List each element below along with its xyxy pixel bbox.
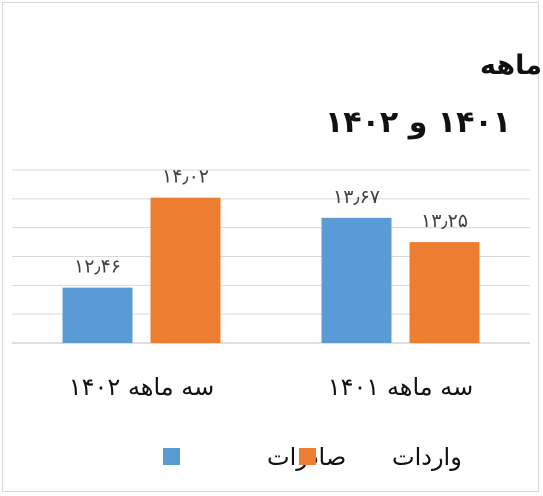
- category-label: سه ماهه ۱۴۰۲: [69, 373, 215, 401]
- data-label: ۱۲٫۴۶: [74, 256, 121, 278]
- data-label: ۱۳٫۶۷: [333, 186, 380, 208]
- legend-swatch: [163, 448, 180, 465]
- legend-swatch: [299, 448, 316, 465]
- bar-imports-1: [409, 242, 480, 343]
- bar-exports-1: [321, 217, 392, 343]
- chart-title: ارزش صادرات و واردات در سه ماهه: [480, 50, 543, 81]
- legend: صادراتواردات: [163, 443, 462, 471]
- chart-subtitle: ۱۴۰۱ و ۱۴۰۲: [325, 105, 511, 140]
- legend-label: واردات: [392, 443, 462, 471]
- category-labels: سه ماهه ۱۴۰۲ سه ماهه ۱۴۰۱: [69, 373, 474, 401]
- data-label: ۱۳٫۲۵: [421, 210, 468, 232]
- category-label: سه ماهه ۱۴۰۱: [328, 373, 474, 401]
- bar-imports-0: [150, 197, 221, 343]
- data-labels: ۱۲٫۴۶ ۱۴٫۰۲ ۱۳٫۶۷ ۱۳٫۲۵: [74, 166, 468, 278]
- data-label: ۱۴٫۰۲: [162, 166, 209, 188]
- bar-exports-0: [62, 287, 133, 343]
- bars: [62, 197, 480, 343]
